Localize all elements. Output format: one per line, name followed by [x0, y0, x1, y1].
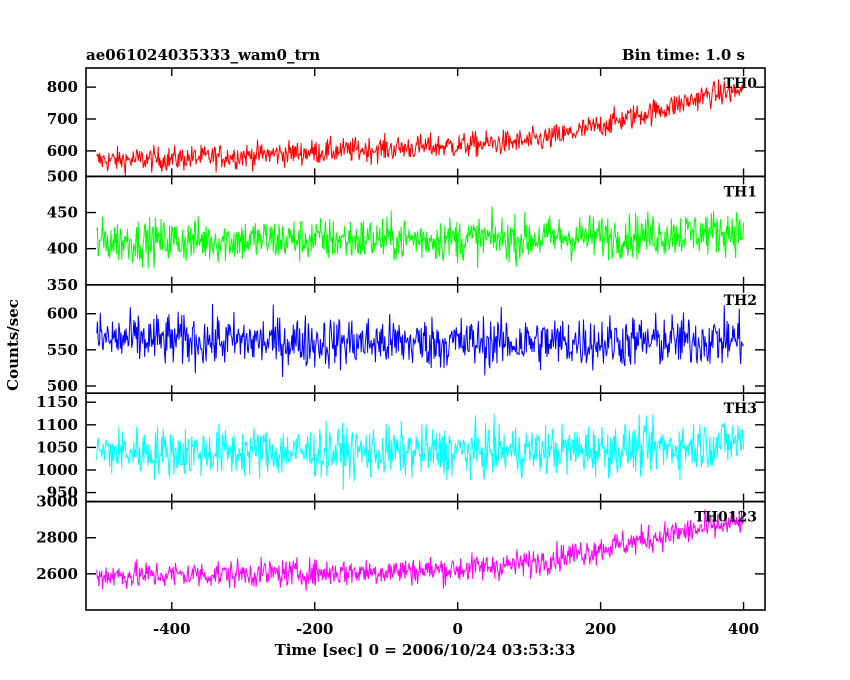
y-tick-label-th1: 400 [47, 240, 78, 258]
series-line-th3 [96, 413, 745, 490]
x-tick-label: 400 [728, 620, 759, 638]
y-tick-label-th0123: 2600 [36, 565, 78, 583]
x-tick-label: -200 [296, 620, 334, 638]
y-tick-label-th0123: 2800 [36, 529, 78, 547]
y-tick-label-th0: 800 [47, 78, 78, 96]
y-tick-label-th3: 1000 [36, 461, 78, 479]
y-tick-label-th3: 950 [47, 484, 78, 502]
panels-group: 600 700 800 TH0 350 400 450 500 TH1 500 550 600 TH2 9… [36, 67, 766, 638]
y-tick-label-th1: 450 [47, 204, 78, 222]
series-line-th1 [96, 206, 745, 269]
x-tick-label: 0 [452, 620, 462, 638]
y-tick-label-th0: 700 [47, 110, 78, 128]
y-tick-label-th1: 350 [47, 276, 78, 294]
chart-title: ae061024035333_wam0_trn [86, 46, 320, 64]
series-label-th3: TH3 [724, 401, 757, 417]
bin-time-label: Bin time: 1.0 s [622, 46, 745, 64]
y-tick-label-th1: 500 [47, 167, 78, 185]
y-tick-label-th0123: 3000 [36, 493, 78, 511]
y-tick-label-th2: 500 [47, 377, 78, 395]
y-tick-label-th2: 550 [47, 341, 78, 359]
x-axis-title: Time [sec] 0 = 2006/10/24 03:53:33 [275, 641, 576, 659]
x-tick-label: -400 [153, 620, 191, 638]
y-tick-label-th2: 600 [47, 305, 78, 323]
series-line-th2 [96, 303, 744, 377]
y-tick-label-th0: 600 [47, 142, 78, 160]
series-label-th1: TH1 [724, 184, 757, 200]
series-label-th2: TH2 [724, 293, 757, 309]
series-line-th0 [96, 79, 745, 177]
x-tick-label: 200 [585, 620, 616, 638]
series-label-th0123: TH0123 [694, 510, 757, 526]
y-tick-label-th3: 1100 [36, 416, 78, 434]
series-line-th0123 [96, 509, 745, 591]
y-axis-title: Counts/sec [4, 299, 22, 391]
panel-frame-th0123 [85, 500, 766, 611]
series-label-th0: TH0 [724, 76, 758, 92]
y-tick-label-th3: 1150 [36, 393, 78, 411]
y-tick-label-th3: 1050 [36, 438, 78, 456]
